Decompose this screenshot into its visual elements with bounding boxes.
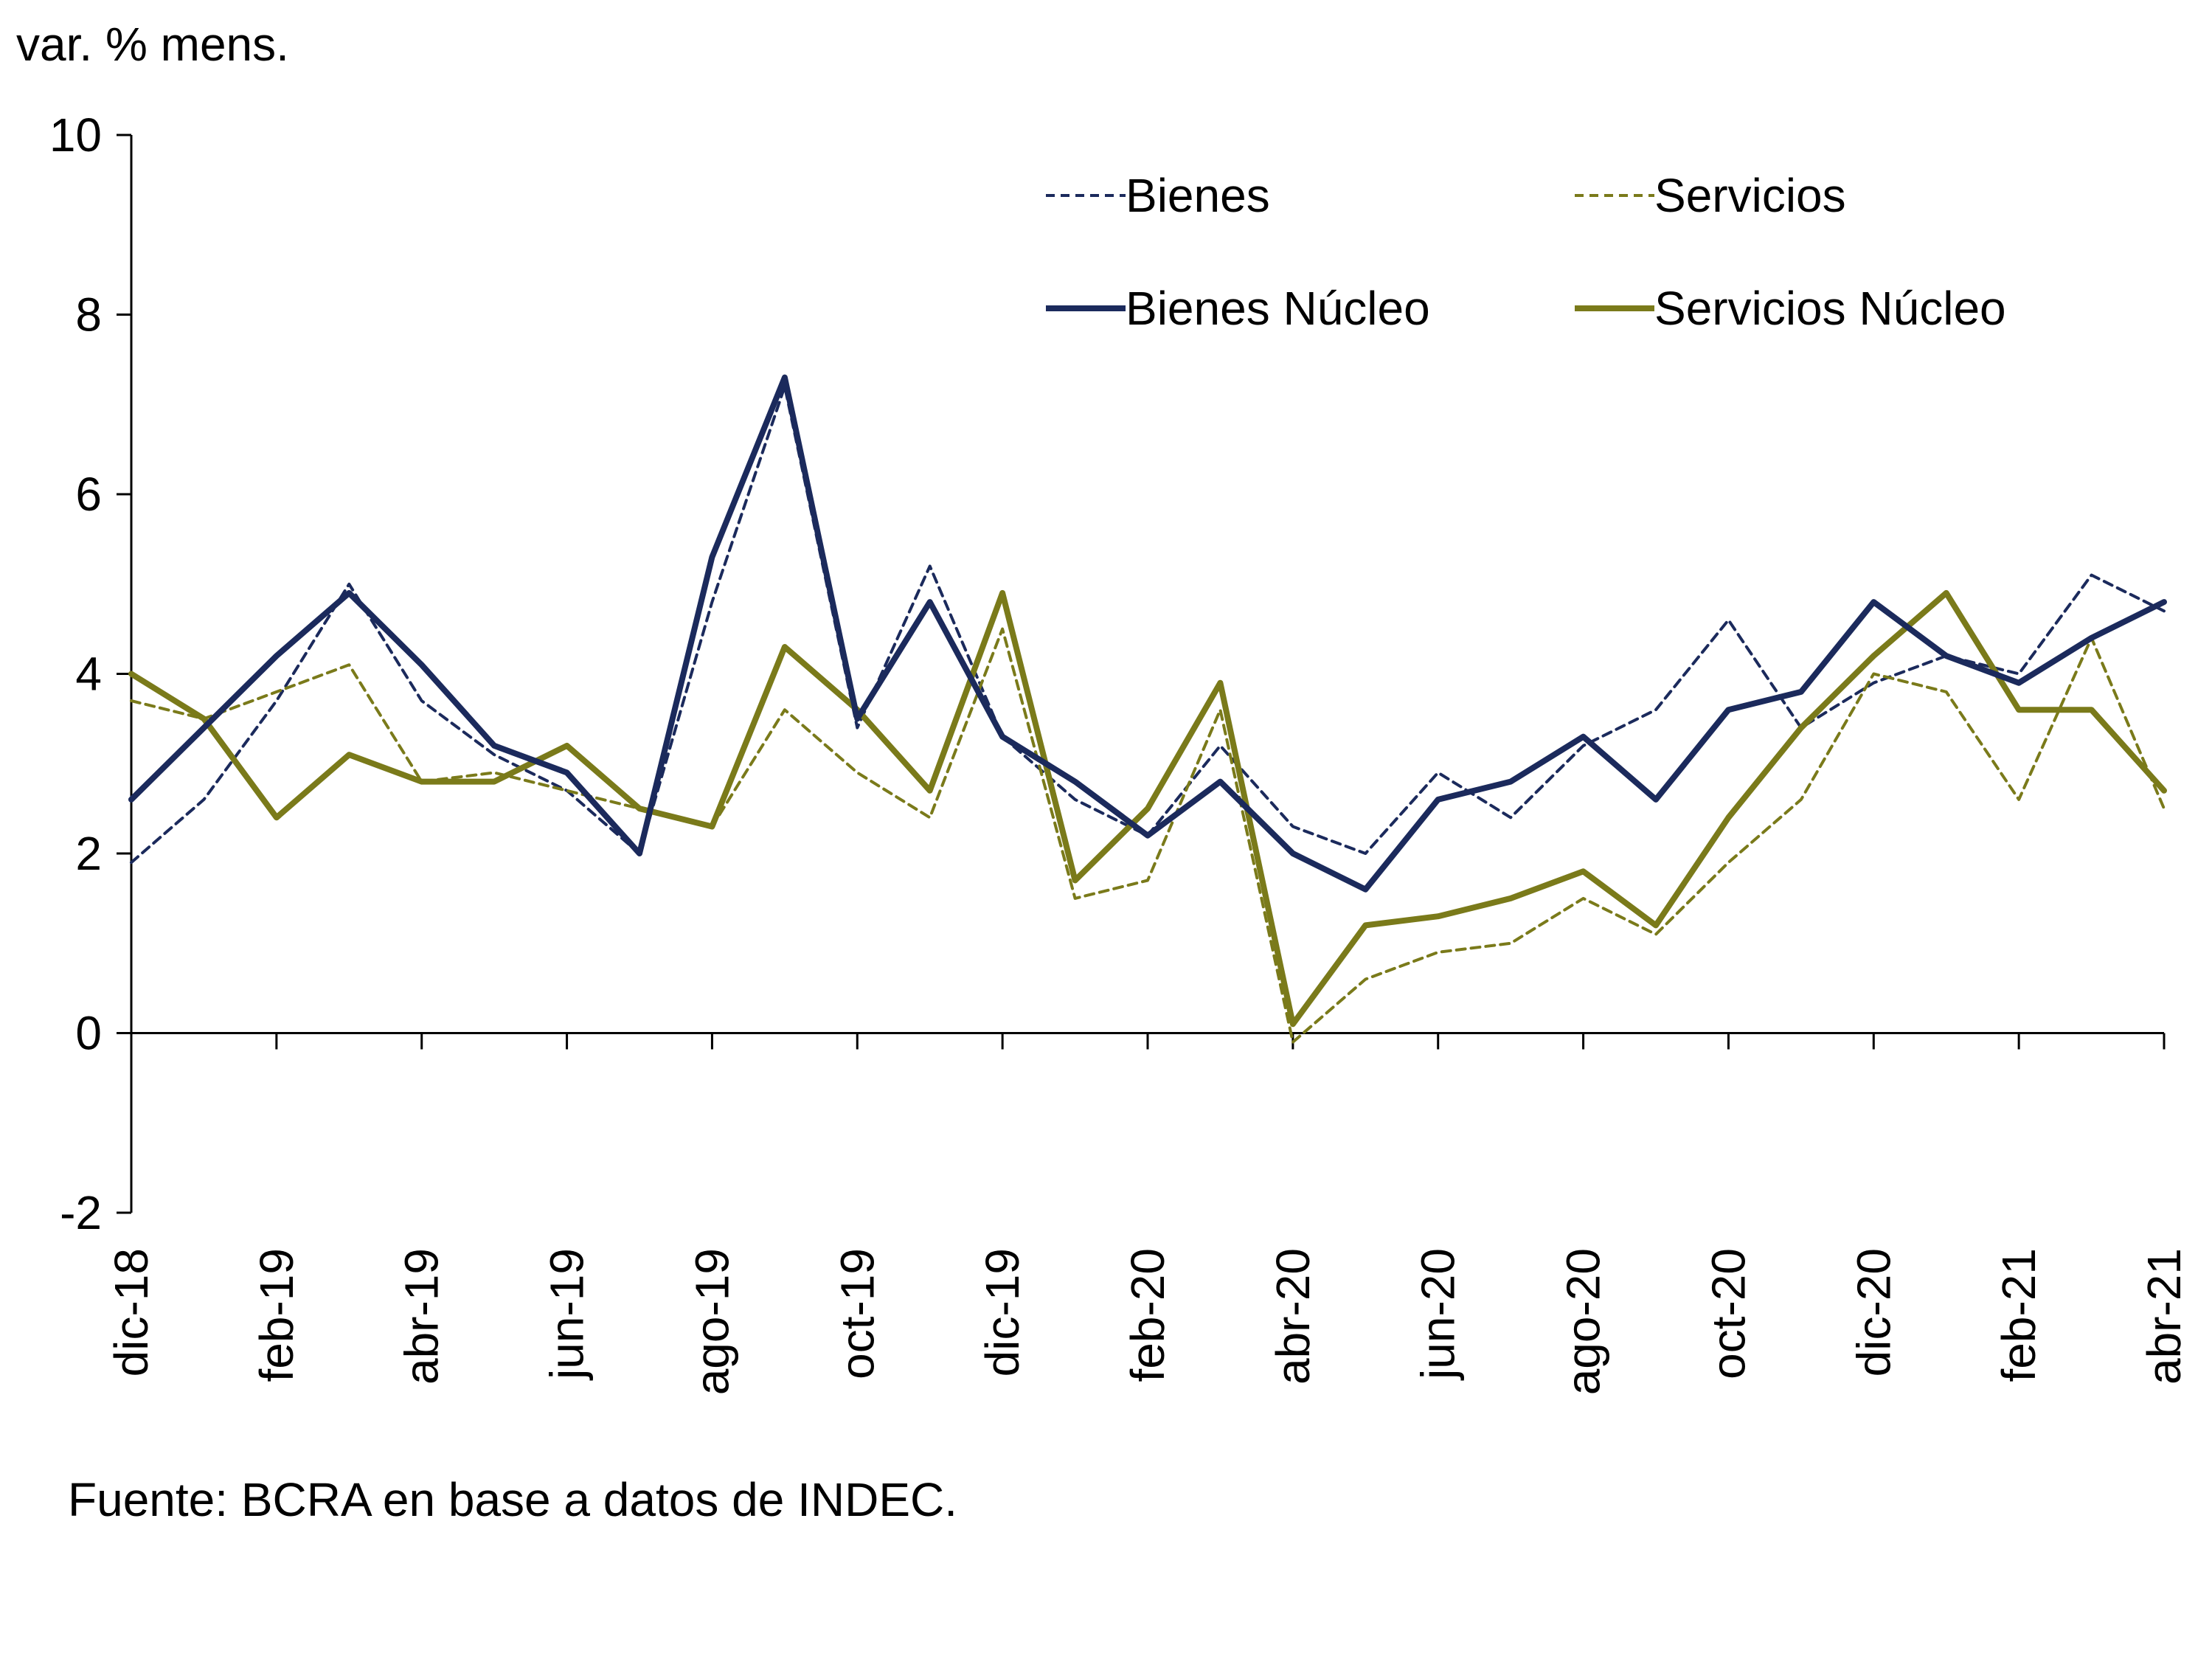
x-tick-label: feb-20 xyxy=(1121,1248,1174,1382)
y-tick-label: 4 xyxy=(75,648,102,701)
source-note: Fuente: BCRA en base a datos de INDEC. xyxy=(68,1473,957,1526)
x-tick-labels: dic-18 feb-19 abr-19 jun-19 ago-19 oct-19 dic-… xyxy=(105,1248,2191,1395)
x-tick-label: dic-19 xyxy=(976,1248,1029,1376)
y-tick-label: 6 xyxy=(75,468,102,521)
legend-label: Servicios Núcleo xyxy=(1654,282,2006,335)
x-tick-label: jun-20 xyxy=(1412,1248,1465,1381)
x-tick-label: oct-19 xyxy=(831,1248,884,1379)
x-tick-label: feb-19 xyxy=(250,1248,303,1382)
y-axis-label: var. % mens. xyxy=(16,18,289,71)
series-line-servicios-nucleo xyxy=(128,589,2167,1028)
x-tick-label: jun-19 xyxy=(541,1248,594,1381)
series-line-servicios xyxy=(130,627,2166,1044)
x-tick-label: abr-20 xyxy=(1266,1248,1320,1385)
series-line-bienes-nucleo xyxy=(128,374,2167,893)
x-tick-label: dic-20 xyxy=(1847,1248,1900,1376)
x-tick-label: oct-20 xyxy=(1702,1248,1755,1379)
x-tick-label: feb-21 xyxy=(1992,1248,2045,1382)
legend-label: Bienes Núcleo xyxy=(1126,282,1430,335)
y-tick-label: -2 xyxy=(60,1186,102,1239)
x-tick-label: dic-18 xyxy=(105,1248,158,1376)
x-tick-label: abr-19 xyxy=(395,1248,448,1385)
y-tick-label: 8 xyxy=(75,288,102,342)
legend-label: Servicios xyxy=(1654,169,1846,222)
x-tick-label: abr-21 xyxy=(2138,1248,2191,1385)
y-tick-label: 2 xyxy=(75,827,102,880)
legend: Bienes Servicios Bienes Núcleo Servicios Nú… xyxy=(1046,169,2006,335)
y-tick-label: 0 xyxy=(75,1007,102,1060)
y-tick-label: 10 xyxy=(49,108,102,162)
series-lines xyxy=(128,374,2167,1044)
x-tick-label: ago-19 xyxy=(685,1248,738,1395)
x-tick-label: ago-20 xyxy=(1557,1248,1610,1395)
legend-label: Bienes xyxy=(1126,169,1270,222)
y-tick-labels: 10 8 6 4 2 0 -2 xyxy=(49,108,102,1239)
